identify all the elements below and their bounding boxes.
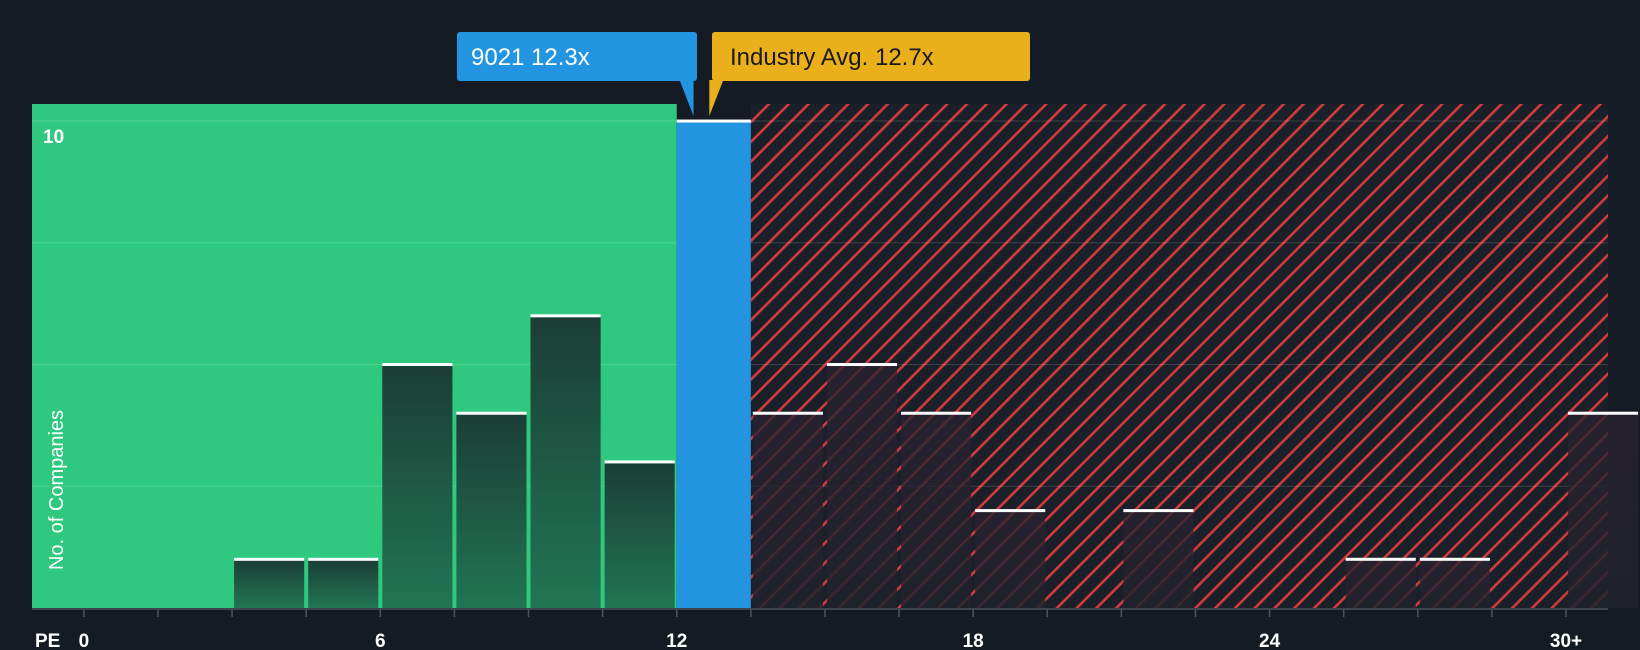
bar [752,413,823,608]
x-tick-label: 6 [375,631,386,650]
industry-avg-pointer [709,80,724,116]
x-tick-label: 18 [963,631,984,650]
bar [308,559,379,608]
bar-top [901,411,972,415]
bar [456,413,527,608]
bar [826,364,898,608]
bar-top [1419,557,1490,561]
bars [234,119,1639,608]
bar-top [826,363,898,367]
bar-top [382,363,453,367]
bar-top [456,411,527,415]
bar [530,315,601,608]
bar-top [604,460,675,464]
bar-top [1568,411,1639,415]
bar-top [308,557,379,561]
bar [604,461,675,608]
bar-top [676,119,751,123]
bar-top [1123,509,1194,513]
bar [382,364,453,608]
bar [1568,413,1639,608]
bar-top [530,314,601,318]
company-label-box [457,32,697,81]
company-callout: 9021 12.3x [457,32,697,116]
industry-avg-label: Industry Avg. 12.7x [730,44,934,71]
bar [1123,510,1194,608]
bar-top [1345,557,1416,561]
industry-avg-callout: Industry Avg. 12.7x [709,32,1030,116]
x-tick-label: 30+ [1550,631,1582,650]
company-label: 9021 12.3x [471,44,590,71]
x-ticks: 0 6 12 18 24 30+ [79,609,1582,650]
bar [234,559,305,608]
x-axis-label: PE [35,631,60,650]
bar [1345,559,1416,608]
x-tick-label: 12 [666,631,687,650]
bar [1419,559,1490,608]
bar-company [676,121,751,608]
y-ticks: 10 [43,127,64,148]
bar [901,413,972,608]
y-axis-label: No. of Companies [46,410,68,570]
industry-avg-label-box [712,32,1030,81]
y-tick-label: 10 [43,127,64,148]
x-tick-label: 0 [79,631,90,650]
bar-top [752,411,823,415]
company-pointer [679,80,694,116]
bar-top [234,557,305,561]
x-tick-label: 24 [1259,631,1281,650]
bar-top [975,509,1046,513]
bar [975,510,1046,608]
